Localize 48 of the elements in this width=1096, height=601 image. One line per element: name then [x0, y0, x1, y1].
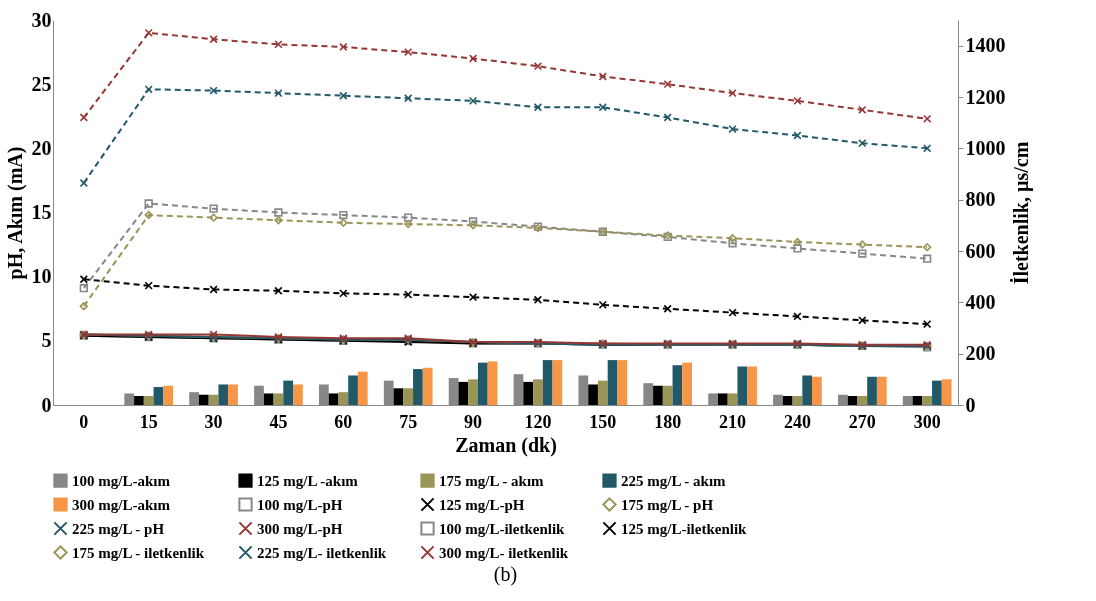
legend-label: 300 mg/L-pH: [257, 520, 343, 537]
legend-label: 225 mg/L - akım: [621, 472, 727, 489]
x-axis-title: Zaman (dk): [455, 433, 557, 457]
x-tick-label: 300: [913, 411, 941, 432]
y2-tick-label: 1000: [965, 136, 1006, 159]
y2-tick-label: 400: [965, 290, 996, 313]
y2-tick-label: 1400: [965, 34, 1006, 57]
y-tick-label: 30: [31, 8, 52, 31]
y2-tick-label: 800: [965, 188, 996, 211]
x-tick-label: 150: [589, 411, 617, 432]
x-tick-label: 0: [79, 411, 89, 432]
x-tick-label: 45: [269, 411, 288, 432]
text: (b): [493, 563, 518, 586]
x-tick-label: 120: [524, 411, 552, 432]
y-tick-label: 25: [31, 72, 52, 95]
x-tick-label: 270: [848, 411, 876, 432]
x-tick-label: 15: [139, 411, 158, 432]
legend-label: 175 mg/L - pH: [621, 496, 714, 513]
legend-label: 225 mg/L- iletkenlik: [257, 544, 387, 561]
y2-tick-label: 1200: [965, 85, 1006, 108]
x-tick-label: 180: [654, 411, 682, 432]
y-axis-title: pH, Akım (mA): [3, 146, 27, 280]
legend-label: 300 mg/L- iletkenlik: [439, 544, 569, 561]
y-tick-label: 15: [31, 201, 52, 223]
x-tick-label: 75: [399, 411, 418, 432]
legend-label: 100 mg/L-akım: [72, 472, 171, 489]
y-tick-label: 5: [41, 329, 52, 352]
y-tick-label: 0: [41, 393, 52, 416]
y-tick-label: 10: [31, 265, 52, 288]
x-tick-label: 30: [204, 411, 223, 432]
y-tick-label: 20: [31, 136, 52, 159]
y2-axis-title: İletkenlik, µs/cm: [1008, 141, 1033, 285]
legend-label: 125 mg/L-pH: [439, 496, 525, 513]
legend-label: 100 mg/L-pH: [257, 496, 343, 513]
x-tick-label: 210: [719, 411, 747, 432]
legend-label: 175 mg/L - iletkenlik: [72, 544, 205, 561]
x-tick-label: 90: [464, 411, 483, 432]
legend-label: 225 mg/L - pH: [72, 520, 165, 537]
legend-label: 175 mg/L - akım: [439, 472, 545, 489]
legend-label: 125 mg/L-iletkenlik: [621, 520, 748, 537]
legend-label: 100 mg/L-iletkenlik: [439, 520, 566, 537]
x-tick-label: 240: [783, 411, 811, 432]
legend-label: 300 mg/L-akım: [72, 496, 171, 513]
y2-tick-label: 200: [965, 342, 996, 365]
x-tick-label: 60: [334, 411, 353, 432]
legend-label: 125 mg/L -akım: [257, 472, 359, 489]
y2-tick-label: 0: [965, 393, 976, 416]
y2-tick-label: 600: [965, 239, 996, 262]
